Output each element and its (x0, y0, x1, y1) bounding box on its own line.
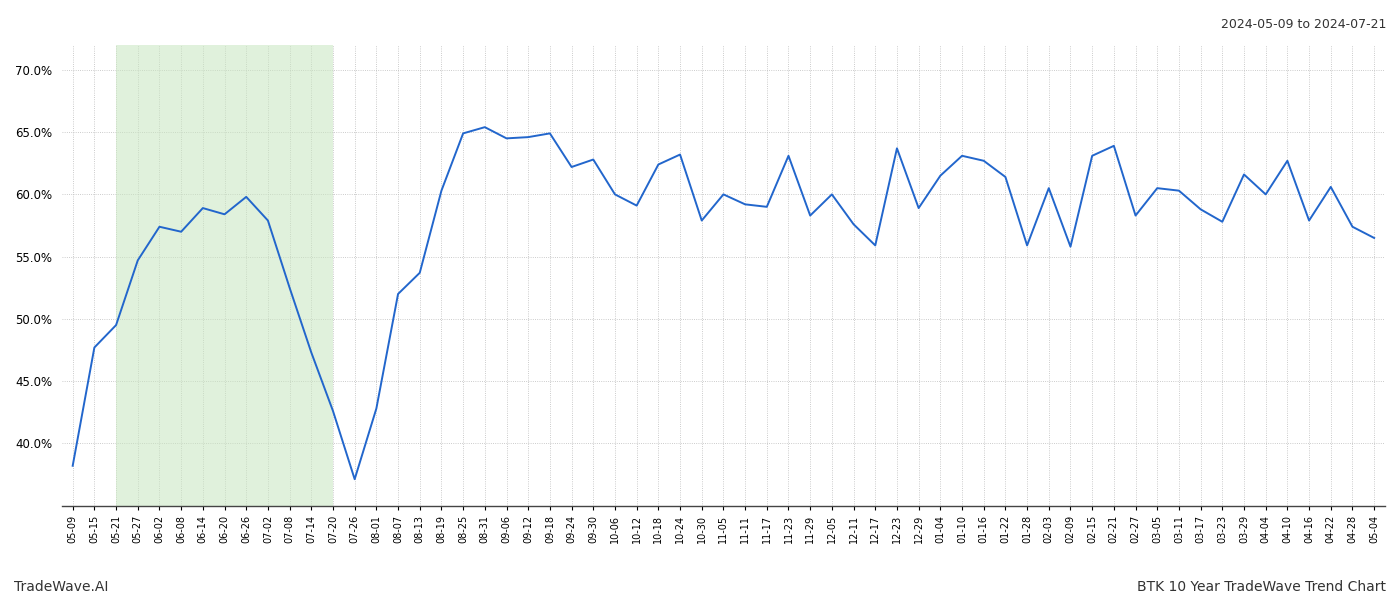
Text: 2024-05-09 to 2024-07-21: 2024-05-09 to 2024-07-21 (1221, 18, 1386, 31)
Text: BTK 10 Year TradeWave Trend Chart: BTK 10 Year TradeWave Trend Chart (1137, 580, 1386, 594)
Text: TradeWave.AI: TradeWave.AI (14, 580, 108, 594)
Bar (116, 45, 333, 506)
